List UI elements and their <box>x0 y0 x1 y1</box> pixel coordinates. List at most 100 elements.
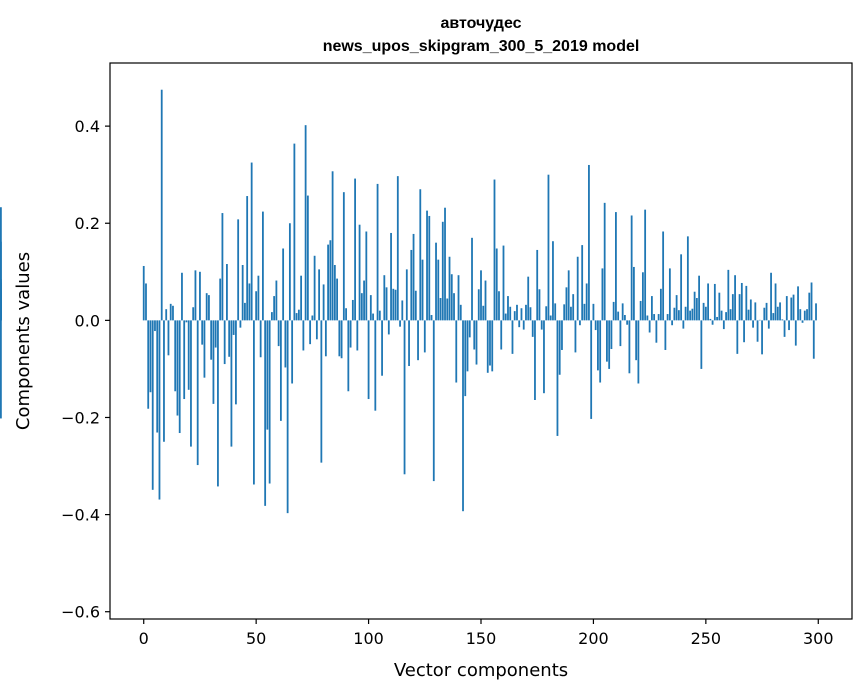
bar <box>552 241 554 321</box>
bar <box>709 318 712 321</box>
bar <box>668 268 671 321</box>
bar <box>675 295 678 321</box>
bar <box>601 268 604 321</box>
bar <box>716 316 718 321</box>
bar <box>637 320 640 384</box>
bar <box>657 314 660 321</box>
plot-frame <box>109 62 853 620</box>
bar <box>441 221 444 321</box>
bar <box>630 215 633 321</box>
bar <box>579 320 581 326</box>
bar <box>295 313 298 321</box>
bar <box>471 237 473 321</box>
bar <box>462 320 464 512</box>
bar <box>606 320 608 362</box>
bar <box>468 320 471 338</box>
bar <box>210 320 213 360</box>
y-tick-label: −0.2 <box>61 408 100 427</box>
bar <box>641 272 644 321</box>
bar <box>554 303 557 321</box>
bar <box>655 320 658 343</box>
bar <box>518 320 521 328</box>
bar <box>262 211 264 321</box>
bar <box>387 320 390 335</box>
bar <box>608 320 611 369</box>
bar <box>686 236 689 321</box>
bar <box>477 289 480 321</box>
bar <box>194 270 197 321</box>
bar <box>237 219 240 321</box>
bar <box>255 291 258 321</box>
bar <box>525 304 527 321</box>
x-tick-label: 100 <box>353 629 384 648</box>
bar <box>794 320 797 346</box>
bar <box>163 320 165 442</box>
bar <box>808 292 811 321</box>
bar <box>734 275 736 321</box>
bar <box>761 320 763 355</box>
bar <box>273 296 276 321</box>
bar <box>644 209 647 321</box>
bar <box>399 320 401 327</box>
bar <box>151 320 154 490</box>
bar <box>230 320 233 447</box>
bar <box>702 302 705 321</box>
bar <box>588 164 590 321</box>
bar <box>745 285 748 321</box>
bar <box>459 304 462 321</box>
chart-title: авточудес <box>440 15 521 32</box>
bar <box>0 320 2 419</box>
bar <box>183 320 186 400</box>
bar <box>677 310 680 321</box>
bar <box>682 320 685 329</box>
bar <box>812 320 815 359</box>
bar <box>527 276 530 321</box>
bar <box>378 310 381 321</box>
bar <box>154 320 156 332</box>
y-tick-label: −0.4 <box>61 506 100 525</box>
bar <box>158 320 161 500</box>
bar <box>439 298 442 321</box>
bar <box>435 242 437 321</box>
bar <box>725 312 727 321</box>
bar <box>329 240 332 321</box>
bar <box>516 304 518 321</box>
bar <box>208 295 210 321</box>
bar <box>327 244 329 321</box>
bar <box>372 313 374 321</box>
bar <box>358 224 361 321</box>
bar <box>581 245 584 321</box>
bar <box>232 320 235 335</box>
bar <box>545 306 548 321</box>
bar <box>165 309 168 321</box>
bar <box>801 320 804 323</box>
bar <box>695 298 698 321</box>
bar <box>286 320 289 514</box>
bar <box>457 275 460 321</box>
bar <box>448 256 451 321</box>
y-axis: −0.6 −0.4 −0.2 0.0 0.2 0.4 <box>61 117 110 622</box>
y-tick-label: 0.4 <box>75 117 100 136</box>
bar <box>279 320 282 421</box>
bar <box>565 287 568 321</box>
bar <box>628 320 631 374</box>
bar <box>309 320 312 345</box>
bar <box>423 320 426 353</box>
bar <box>763 307 766 321</box>
bar <box>259 320 262 358</box>
bar <box>268 320 271 484</box>
bar <box>673 307 676 321</box>
bar <box>142 265 145 321</box>
bar <box>713 283 716 321</box>
bar <box>394 289 397 321</box>
bar <box>561 320 563 350</box>
bar <box>547 174 550 321</box>
bar <box>691 308 694 321</box>
bar <box>781 319 784 321</box>
bar <box>543 320 545 394</box>
bar <box>707 283 709 321</box>
bar <box>549 315 552 321</box>
bar <box>799 309 802 321</box>
bar <box>491 320 494 372</box>
bar <box>473 320 476 350</box>
